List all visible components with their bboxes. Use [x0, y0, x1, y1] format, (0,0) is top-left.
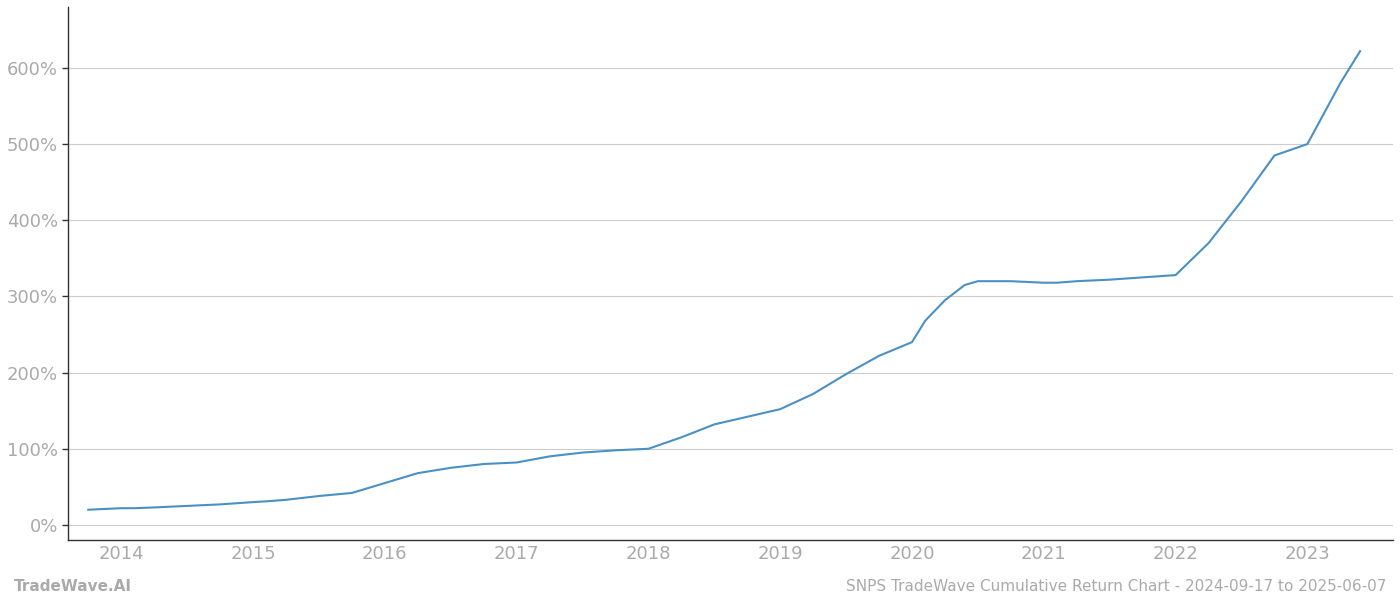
Text: TradeWave.AI: TradeWave.AI	[14, 579, 132, 594]
Text: SNPS TradeWave Cumulative Return Chart - 2024-09-17 to 2025-06-07: SNPS TradeWave Cumulative Return Chart -…	[846, 579, 1386, 594]
